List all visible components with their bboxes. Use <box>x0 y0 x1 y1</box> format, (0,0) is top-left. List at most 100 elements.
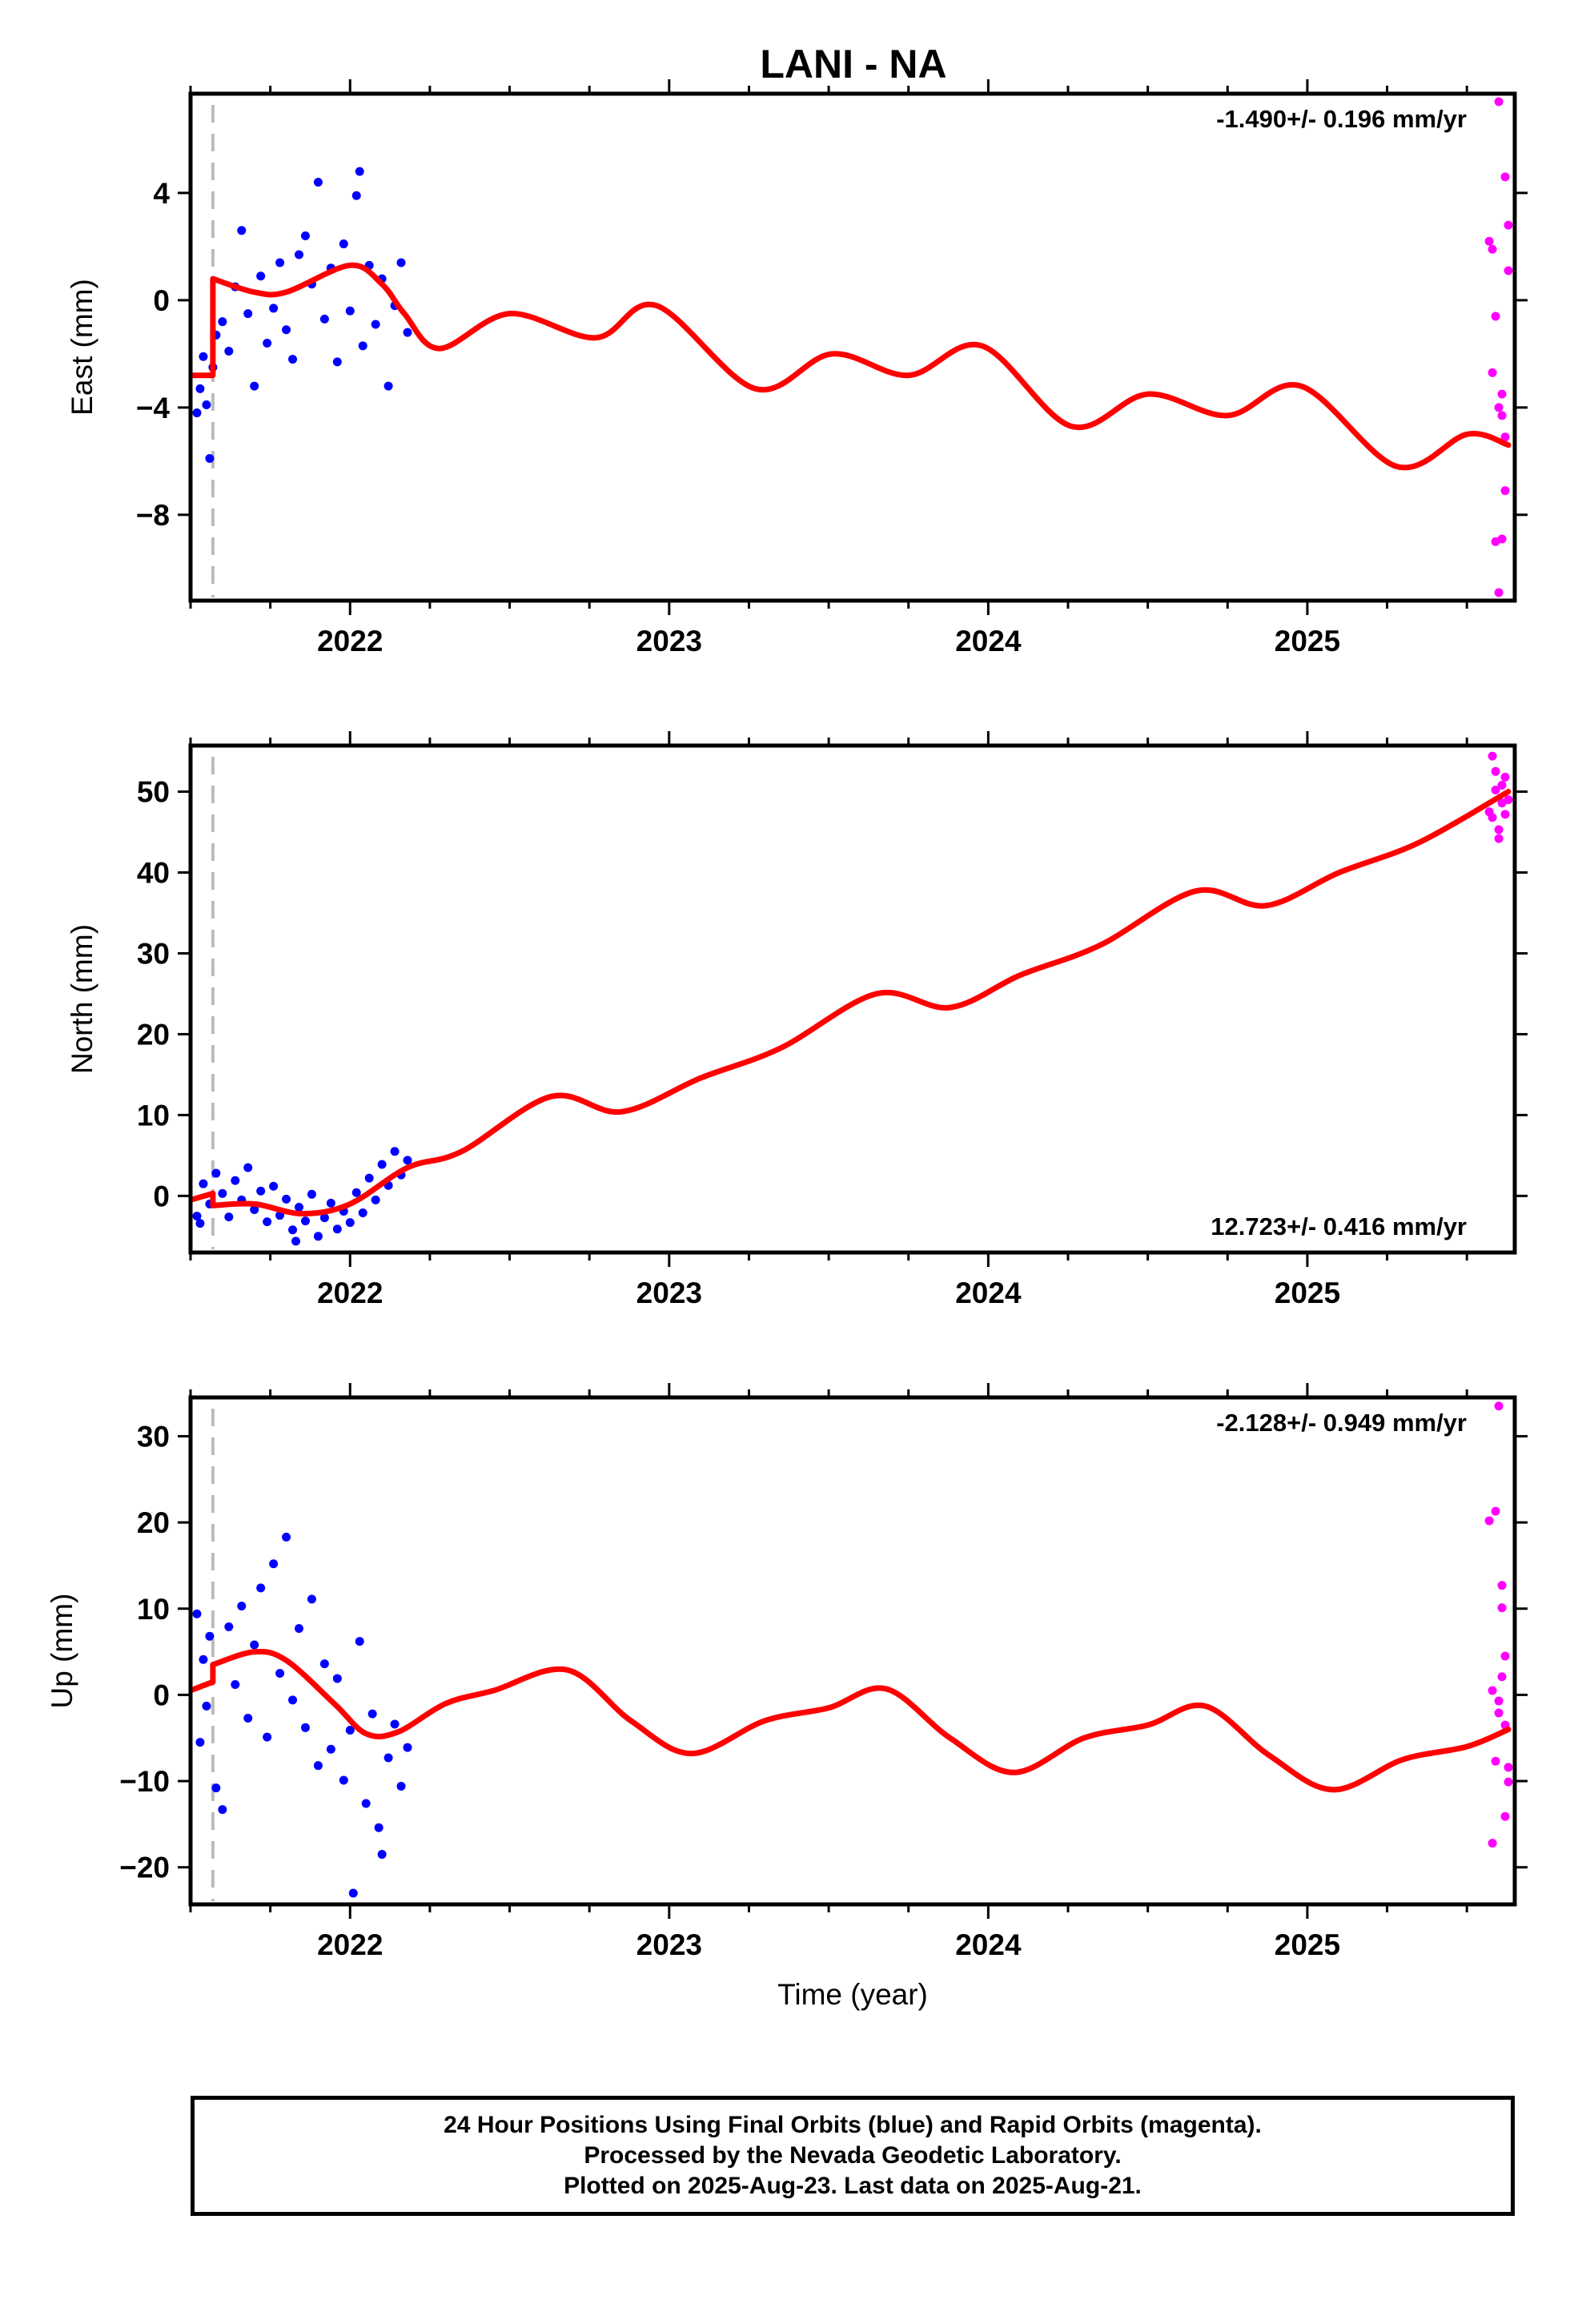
final-point <box>263 1217 272 1227</box>
final-point <box>263 338 272 348</box>
final-point <box>300 1216 310 1226</box>
final-point <box>345 306 355 316</box>
y-tick-label: −10 <box>119 1765 170 1798</box>
x-tick-label: 2024 <box>955 1277 1022 1309</box>
model-curve <box>191 789 1512 1216</box>
rapid-point <box>1497 411 1507 420</box>
final-point <box>218 317 227 327</box>
rapid-point <box>1500 432 1510 442</box>
y-axis-label: East (mm) <box>66 279 98 416</box>
rapid-point <box>1491 766 1500 776</box>
rapid-point <box>1494 403 1504 412</box>
final-point <box>231 1176 240 1185</box>
footer-box: 24 Hour Positions Using Final Orbits (bl… <box>191 2096 1515 2216</box>
final-point <box>358 1208 367 1218</box>
footer-line-3: Plotted on 2025-Aug-23. Last data on 202… <box>564 2173 1142 2199</box>
final-point <box>269 304 279 313</box>
final-point <box>403 1743 412 1752</box>
final-point <box>256 1186 266 1196</box>
final-point <box>367 1709 377 1719</box>
rapid-point <box>1497 1581 1507 1590</box>
data-layer <box>191 1401 1513 1898</box>
x-tick-label: 2023 <box>636 625 702 657</box>
final-point <box>243 1713 253 1723</box>
final-point <box>307 1594 316 1604</box>
final-point <box>288 1225 298 1235</box>
y-tick-label: −4 <box>136 392 171 424</box>
final-point <box>195 384 205 393</box>
rapid-point <box>1504 266 1513 275</box>
final-point <box>374 1823 383 1832</box>
x-tick-label: 2022 <box>317 625 383 657</box>
rapid-point <box>1494 1401 1504 1411</box>
final-point <box>195 1738 205 1747</box>
final-point <box>205 1631 215 1641</box>
final-point <box>288 1695 298 1705</box>
final-point <box>351 191 361 200</box>
rapid-point <box>1500 810 1510 819</box>
final-point <box>313 1761 323 1771</box>
final-point <box>288 355 298 364</box>
rapid-point <box>1488 1839 1497 1848</box>
final-point <box>256 1583 266 1593</box>
chart-title: LANI - NA <box>760 42 946 86</box>
model-curve <box>191 262 1512 471</box>
rapid-point <box>1494 1708 1504 1718</box>
rapid-point <box>1497 780 1507 790</box>
plot-frame <box>188 743 1517 1255</box>
final-point <box>291 1236 301 1246</box>
rapid-point <box>1491 537 1500 546</box>
rapid-point <box>1504 1763 1513 1772</box>
y-tick-label: 30 <box>137 1420 170 1453</box>
final-point <box>199 352 208 361</box>
y-tick-label: 50 <box>137 776 170 809</box>
rapid-point <box>1504 795 1513 805</box>
rapid-point <box>1500 486 1510 496</box>
final-point <box>355 1637 364 1647</box>
final-point <box>319 1213 329 1223</box>
rapid-point <box>1494 588 1504 597</box>
rapid-point <box>1488 244 1497 254</box>
rapid-point <box>1494 1696 1504 1706</box>
final-point <box>403 1156 412 1165</box>
rapid-point <box>1491 1756 1500 1766</box>
rapid-point <box>1494 825 1504 834</box>
final-point <box>326 1198 335 1208</box>
rapid-point <box>1491 1506 1500 1516</box>
y-axis-label: Up (mm) <box>46 1594 78 1709</box>
x-tick-label: 2023 <box>636 1277 702 1309</box>
plot-frame <box>188 91 1517 603</box>
rapid-point <box>1504 1777 1513 1787</box>
panel-2: 2022 2023 2024 2025 50 40 30 20 10 0 North (mm) 12.… <box>66 731 1528 1309</box>
final-point <box>243 309 253 319</box>
final-point <box>295 1202 304 1212</box>
final-point <box>195 1219 205 1228</box>
rapid-point <box>1504 220 1513 230</box>
final-point <box>205 453 215 463</box>
final-point <box>202 1701 211 1711</box>
final-point <box>282 325 291 335</box>
y-tick-label: 20 <box>137 1506 170 1539</box>
final-point <box>224 1622 234 1631</box>
final-point <box>295 250 304 259</box>
rapid-point <box>1500 1811 1510 1821</box>
final-point <box>256 271 266 281</box>
rapid-point <box>1488 1686 1497 1695</box>
final-point <box>339 1775 348 1785</box>
rapid-point <box>1491 786 1500 795</box>
final-point <box>282 1532 291 1542</box>
y-tick-label: 0 <box>153 1679 170 1711</box>
final-point <box>237 1602 247 1611</box>
y-tick-label: 40 <box>137 857 170 890</box>
final-point <box>371 320 380 329</box>
y-tick-label: −20 <box>119 1852 170 1884</box>
final-point <box>377 1160 387 1169</box>
x-tick-label: 2022 <box>317 1277 383 1309</box>
final-point <box>358 341 367 351</box>
final-point <box>275 1668 285 1678</box>
final-point <box>300 231 310 241</box>
rapid-point <box>1491 312 1500 321</box>
panel-3: 2022 2023 2024 2025 30 20 10 0 −10 −20 Up (mm) Time… <box>46 1383 1528 2011</box>
final-point <box>269 1559 279 1569</box>
